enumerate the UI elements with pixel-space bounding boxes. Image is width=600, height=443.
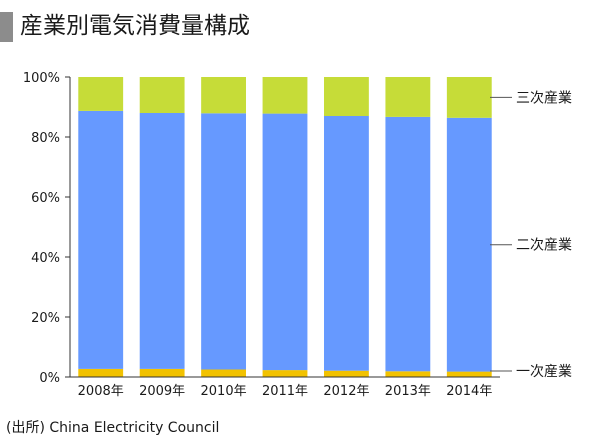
y-tick-label: 80% <box>31 131 60 146</box>
bar-segment-secondary <box>324 116 369 371</box>
x-tick-label: 2013年 <box>385 384 431 399</box>
bar-segment-primary <box>201 369 246 377</box>
y-tick-label: 100% <box>23 71 60 86</box>
bar-segment-tertiary <box>385 77 431 117</box>
legend-label: 一次産業 <box>516 364 572 380</box>
bar-segment-secondary <box>139 113 185 369</box>
title-accent-bar <box>0 12 13 42</box>
bar-segment-primary <box>446 371 492 377</box>
bar-segment-secondary <box>262 113 308 371</box>
bar-segment-tertiary <box>446 77 492 118</box>
bar-segment-secondary <box>78 110 124 369</box>
x-tick-label: 2011年 <box>262 384 308 399</box>
bar-segment-secondary <box>446 117 492 372</box>
legend-label: 三次産業 <box>516 90 572 106</box>
y-tick-label: 40% <box>31 251 60 266</box>
y-tick-label: 60% <box>31 191 60 206</box>
bar-segment-tertiary <box>324 77 369 116</box>
bar-segment-primary <box>139 368 185 377</box>
x-tick-label: 2009年 <box>139 384 185 399</box>
y-tick-label: 0% <box>39 371 60 386</box>
bar-segment-primary <box>385 371 431 377</box>
x-tick-label: 2012年 <box>323 384 369 399</box>
bar-segment-secondary <box>201 113 246 370</box>
bar-segment-tertiary <box>201 77 246 114</box>
x-tick-label: 2010年 <box>201 384 247 399</box>
plot-area: 0% 20% 40% 60% 80% 100% 2008年 2009年 2010年 2011年 20… <box>23 71 572 399</box>
legend-label: 二次産業 <box>516 238 572 254</box>
chart-title: 産業別電気消費量構成 <box>20 13 250 39</box>
bar-segment-tertiary <box>78 77 124 111</box>
bar-segment-secondary <box>385 116 431 372</box>
bar-segment-tertiary <box>139 77 185 113</box>
x-tick-label: 2008年 <box>78 384 124 399</box>
bar-segment-tertiary <box>262 77 308 114</box>
y-tick-label: 20% <box>31 311 60 326</box>
bar-segment-primary <box>324 370 369 377</box>
x-tick-label: 2014年 <box>446 384 492 399</box>
source-note: (出所) China Electricity Council <box>6 420 220 436</box>
bar-segment-primary <box>78 368 124 377</box>
bar-segment-primary <box>262 370 308 377</box>
